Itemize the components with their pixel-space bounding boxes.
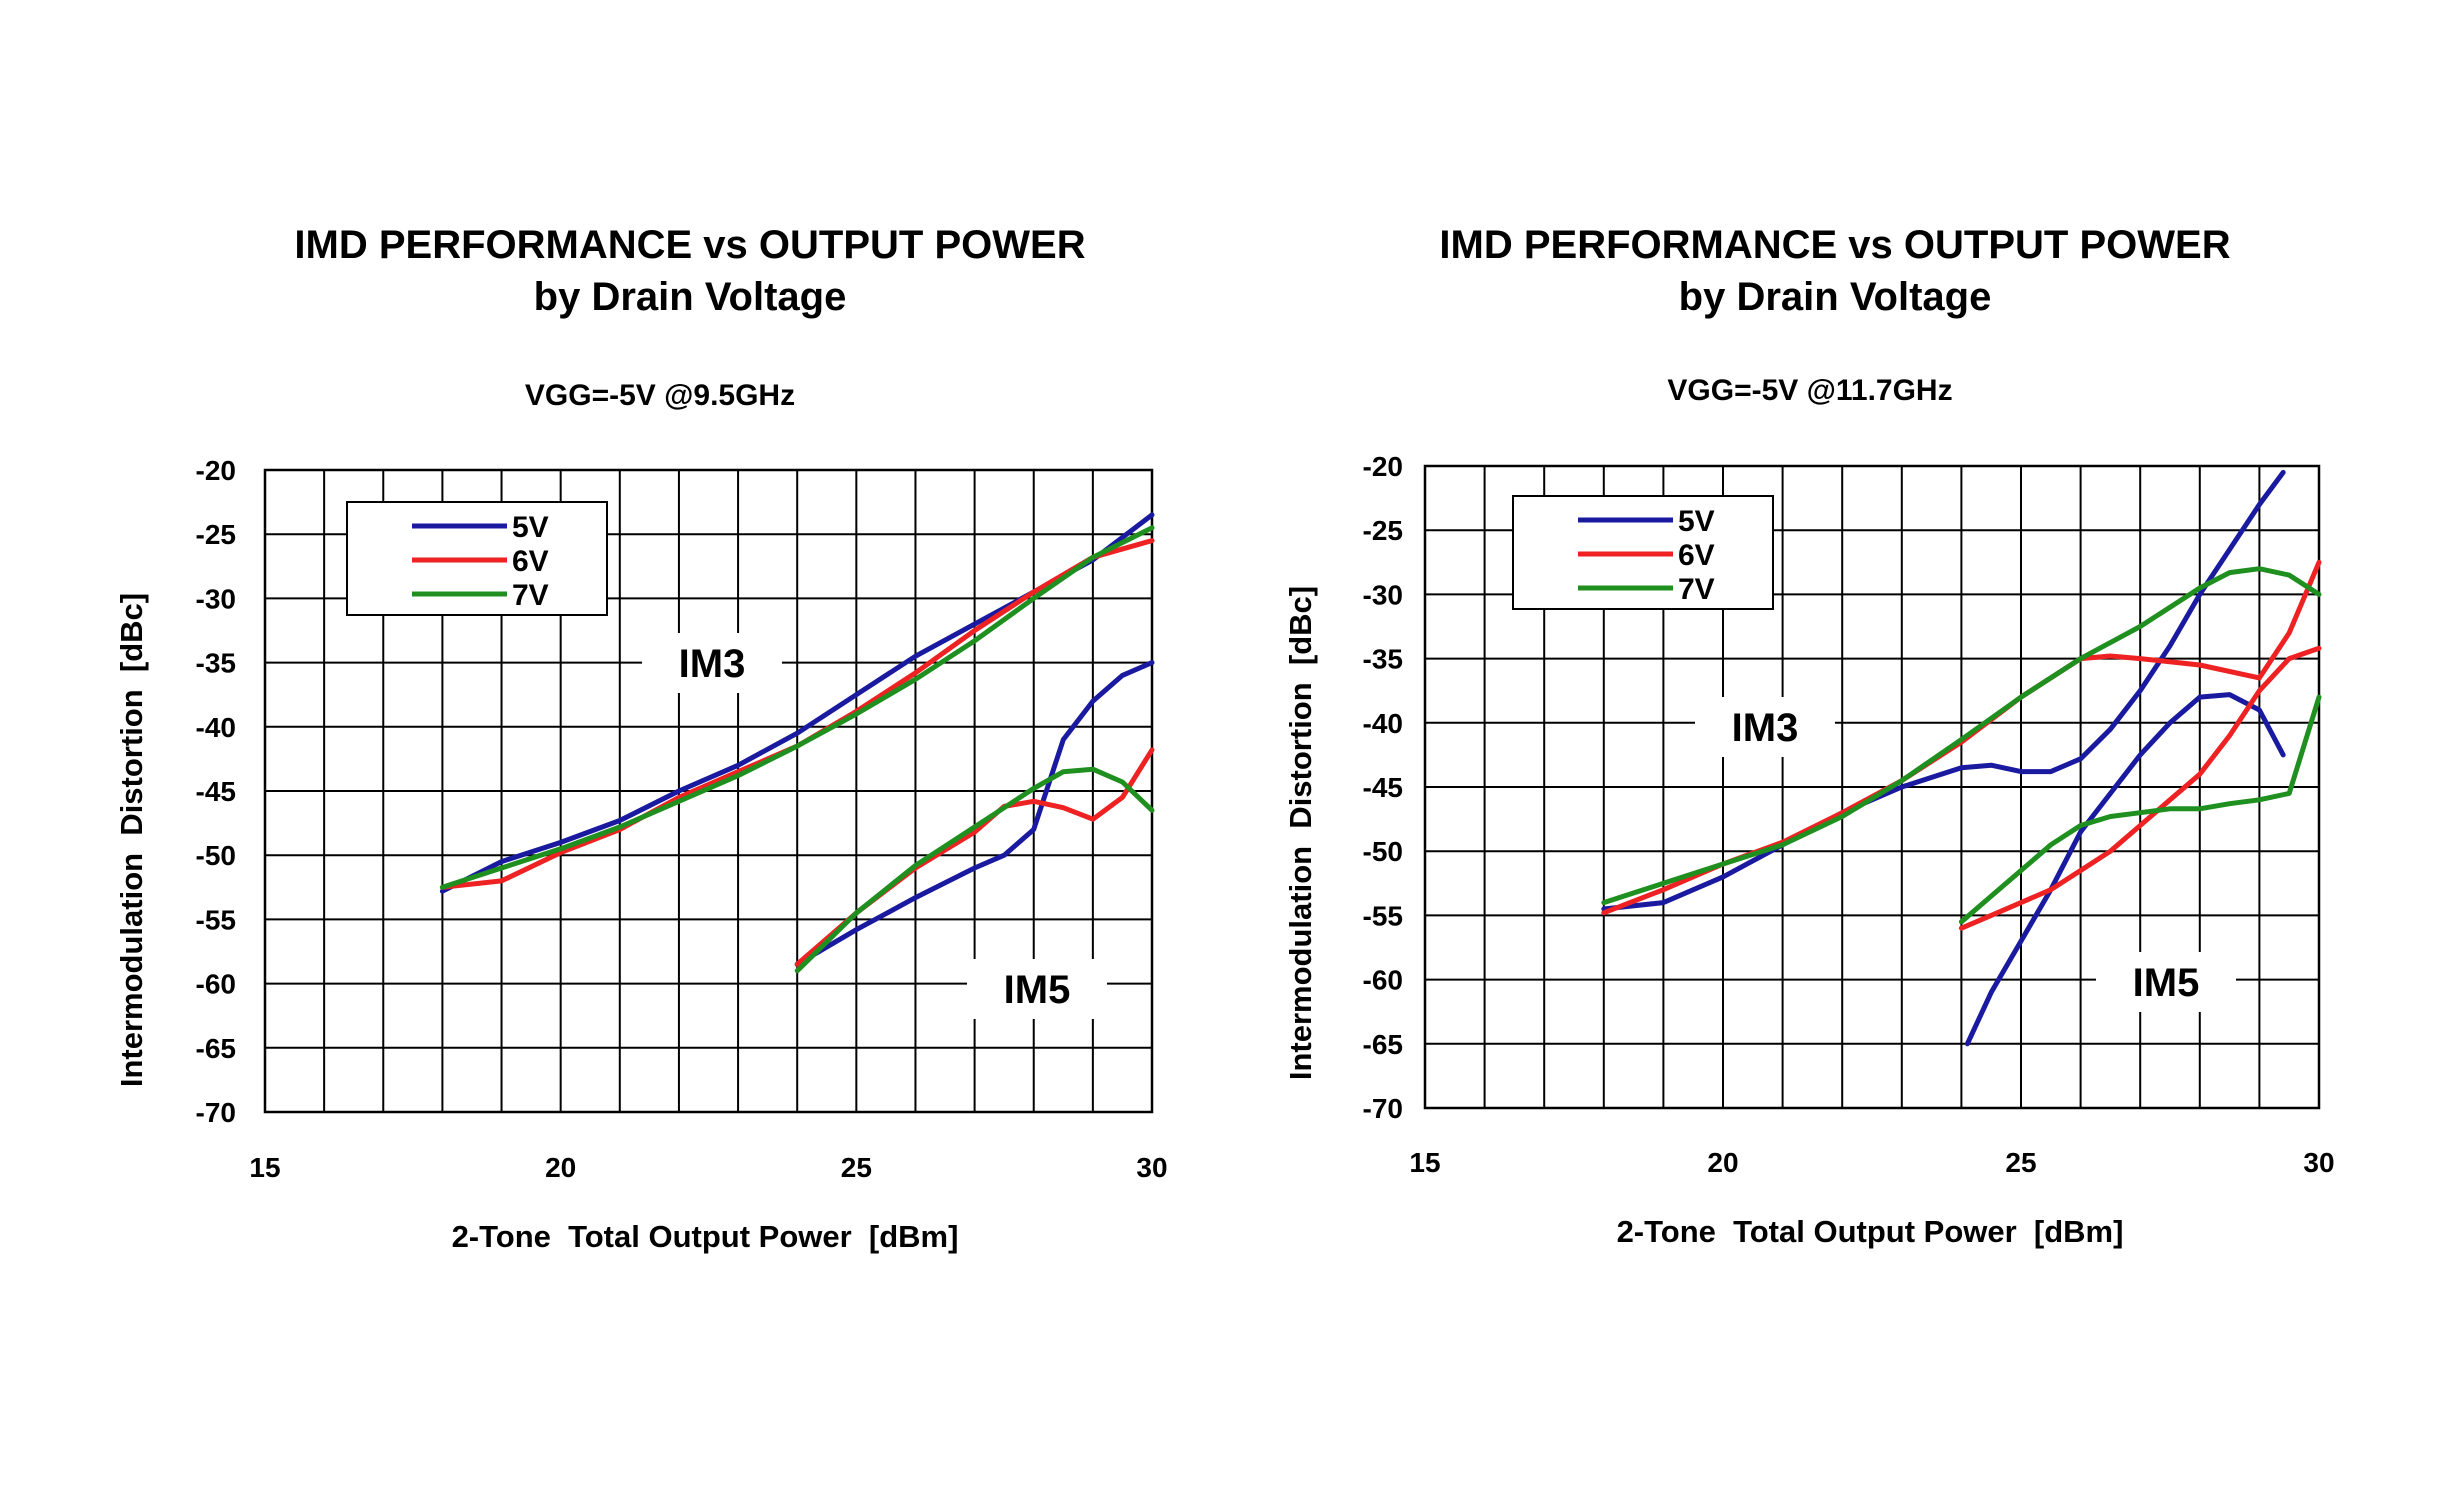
x-tick-label: 30 — [1136, 1152, 1167, 1183]
y-tick-label: -40 — [196, 712, 236, 743]
series-im5-7v-line — [794, 766, 1155, 974]
y-tick-label: -40 — [1363, 708, 1403, 739]
y-tick-label: -25 — [196, 519, 236, 550]
x-tick-label: 25 — [2005, 1147, 2036, 1178]
chart-svg: IMD PERFORMANCE vs OUTPUT POWER by Drain… — [114, 223, 1168, 1254]
series-im5-5v-line — [1964, 692, 2286, 1047]
y-tick-label: -60 — [1363, 965, 1403, 996]
y-tick-label: -70 — [196, 1097, 236, 1128]
y-tick-label: -55 — [1363, 900, 1403, 931]
legend-label-5v: 5V — [1678, 505, 1715, 538]
y-tick-label: -55 — [196, 904, 236, 935]
annotation-backdrop — [2096, 952, 2236, 1012]
legend-label-7v: 7V — [1678, 573, 1715, 606]
annotation-im5: IM5 — [1004, 968, 1071, 1012]
chart-panel-left: IMD PERFORMANCE vs OUTPUT POWER by Drain… — [114, 223, 1168, 1254]
x-tick-label: 20 — [545, 1152, 576, 1183]
chart-svg: IMD PERFORMANCE vs OUTPUT POWER by Drain… — [1283, 223, 2335, 1249]
x-axis-label: 2-Tone Total Output Power [dBm] — [1617, 1214, 2124, 1249]
y-tick-label: -60 — [196, 969, 236, 1000]
legend-label-6v: 6V — [1678, 539, 1715, 572]
y-tick-label: -50 — [1363, 836, 1403, 867]
y-tick-label: -70 — [1363, 1093, 1403, 1124]
y-tick-label: -20 — [196, 455, 236, 486]
chart-title: IMD PERFORMANCE vs OUTPUT POWER — [1439, 223, 2230, 267]
y-tick-label: -30 — [1363, 579, 1403, 610]
chart-title-line2: by Drain Voltage — [1679, 275, 1992, 319]
y-tick-label: -50 — [196, 840, 236, 871]
annotation-backdrop — [642, 633, 782, 693]
y-tick-label: -35 — [196, 648, 236, 679]
y-tick-label: -30 — [196, 583, 236, 614]
y-tick-label: -65 — [1363, 1029, 1403, 1060]
y-tick-label: -45 — [196, 776, 236, 807]
annotation-im3: IM3 — [679, 642, 746, 686]
y-tick-label: -65 — [196, 1033, 236, 1064]
series-im5-5v-line — [794, 660, 1155, 967]
legend-label-5v: 5V — [512, 511, 549, 544]
chart-panel-right: IMD PERFORMANCE vs OUTPUT POWER by Drain… — [1220, 0, 2440, 1500]
x-axis-label: 2-Tone Total Output Power [dBm] — [452, 1219, 959, 1254]
plot-frame — [1423, 464, 2321, 1110]
series-im5-6v-line — [1958, 645, 2322, 931]
x-tick-label: 15 — [1409, 1147, 1440, 1178]
y-axis-label: Intermodulation Distortion [dBc] — [114, 593, 149, 1087]
annotation-im3: IM3 — [1732, 706, 1799, 750]
plot-frame — [263, 468, 1154, 1114]
annotation-im5: IM5 — [2133, 961, 2200, 1005]
y-tick-label: -25 — [1363, 515, 1403, 546]
series-im3-7v-line — [1601, 566, 2322, 906]
x-tick-label: 30 — [2303, 1147, 2334, 1178]
x-tick-label: 20 — [1707, 1147, 1738, 1178]
chart-subtitle: VGG=-5V @9.5GHz — [525, 379, 795, 412]
chart-title: IMD PERFORMANCE vs OUTPUT POWER — [294, 223, 1085, 267]
series-im3-7v-line — [439, 525, 1155, 890]
x-tick-label: 15 — [249, 1152, 280, 1183]
legend-label-6v: 6V — [512, 545, 549, 578]
y-tick-label: -45 — [1363, 772, 1403, 803]
plot-area: -20 -25 -30 -35 -40 -45 -50 -55 -60 -65 -70 15 20 25 3… — [196, 455, 1168, 1183]
y-tick-label: -20 — [1363, 451, 1403, 482]
x-tick-label: 25 — [841, 1152, 872, 1183]
legend-label-7v: 7V — [512, 579, 549, 612]
series-im5-7v-line — [1958, 694, 2322, 925]
annotation-backdrop — [1695, 697, 1835, 757]
y-tick-label: -35 — [1363, 644, 1403, 675]
chart-subtitle: VGG=-5V @11.7GHz — [1667, 374, 1952, 407]
annotation-backdrop — [967, 959, 1107, 1019]
y-axis-label: Intermodulation Distortion [dBc] — [1283, 586, 1318, 1080]
chart-title-line2: by Drain Voltage — [534, 275, 847, 319]
